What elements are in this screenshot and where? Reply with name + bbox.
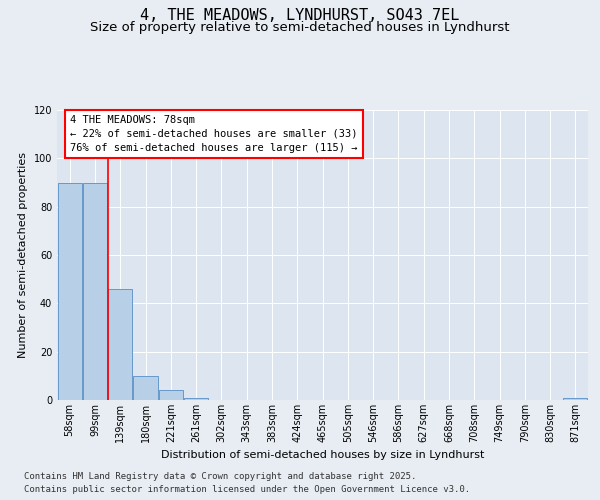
Text: Contains HM Land Registry data © Crown copyright and database right 2025.: Contains HM Land Registry data © Crown c…: [24, 472, 416, 481]
Bar: [83, 182, 107, 400]
Bar: [184, 398, 208, 400]
Bar: [58, 182, 82, 400]
Text: 4 THE MEADOWS: 78sqm
← 22% of semi-detached houses are smaller (33)
76% of semi-: 4 THE MEADOWS: 78sqm ← 22% of semi-detac…: [70, 115, 358, 153]
Text: 4, THE MEADOWS, LYNDHURST, SO43 7EL: 4, THE MEADOWS, LYNDHURST, SO43 7EL: [140, 8, 460, 22]
X-axis label: Distribution of semi-detached houses by size in Lyndhurst: Distribution of semi-detached houses by …: [161, 450, 484, 460]
Bar: [563, 398, 587, 400]
Y-axis label: Number of semi-detached properties: Number of semi-detached properties: [18, 152, 28, 358]
Text: Size of property relative to semi-detached houses in Lyndhurst: Size of property relative to semi-detach…: [90, 21, 510, 34]
Text: Contains public sector information licensed under the Open Government Licence v3: Contains public sector information licen…: [24, 485, 470, 494]
Bar: [108, 289, 132, 400]
Bar: [133, 376, 158, 400]
Bar: [159, 390, 183, 400]
